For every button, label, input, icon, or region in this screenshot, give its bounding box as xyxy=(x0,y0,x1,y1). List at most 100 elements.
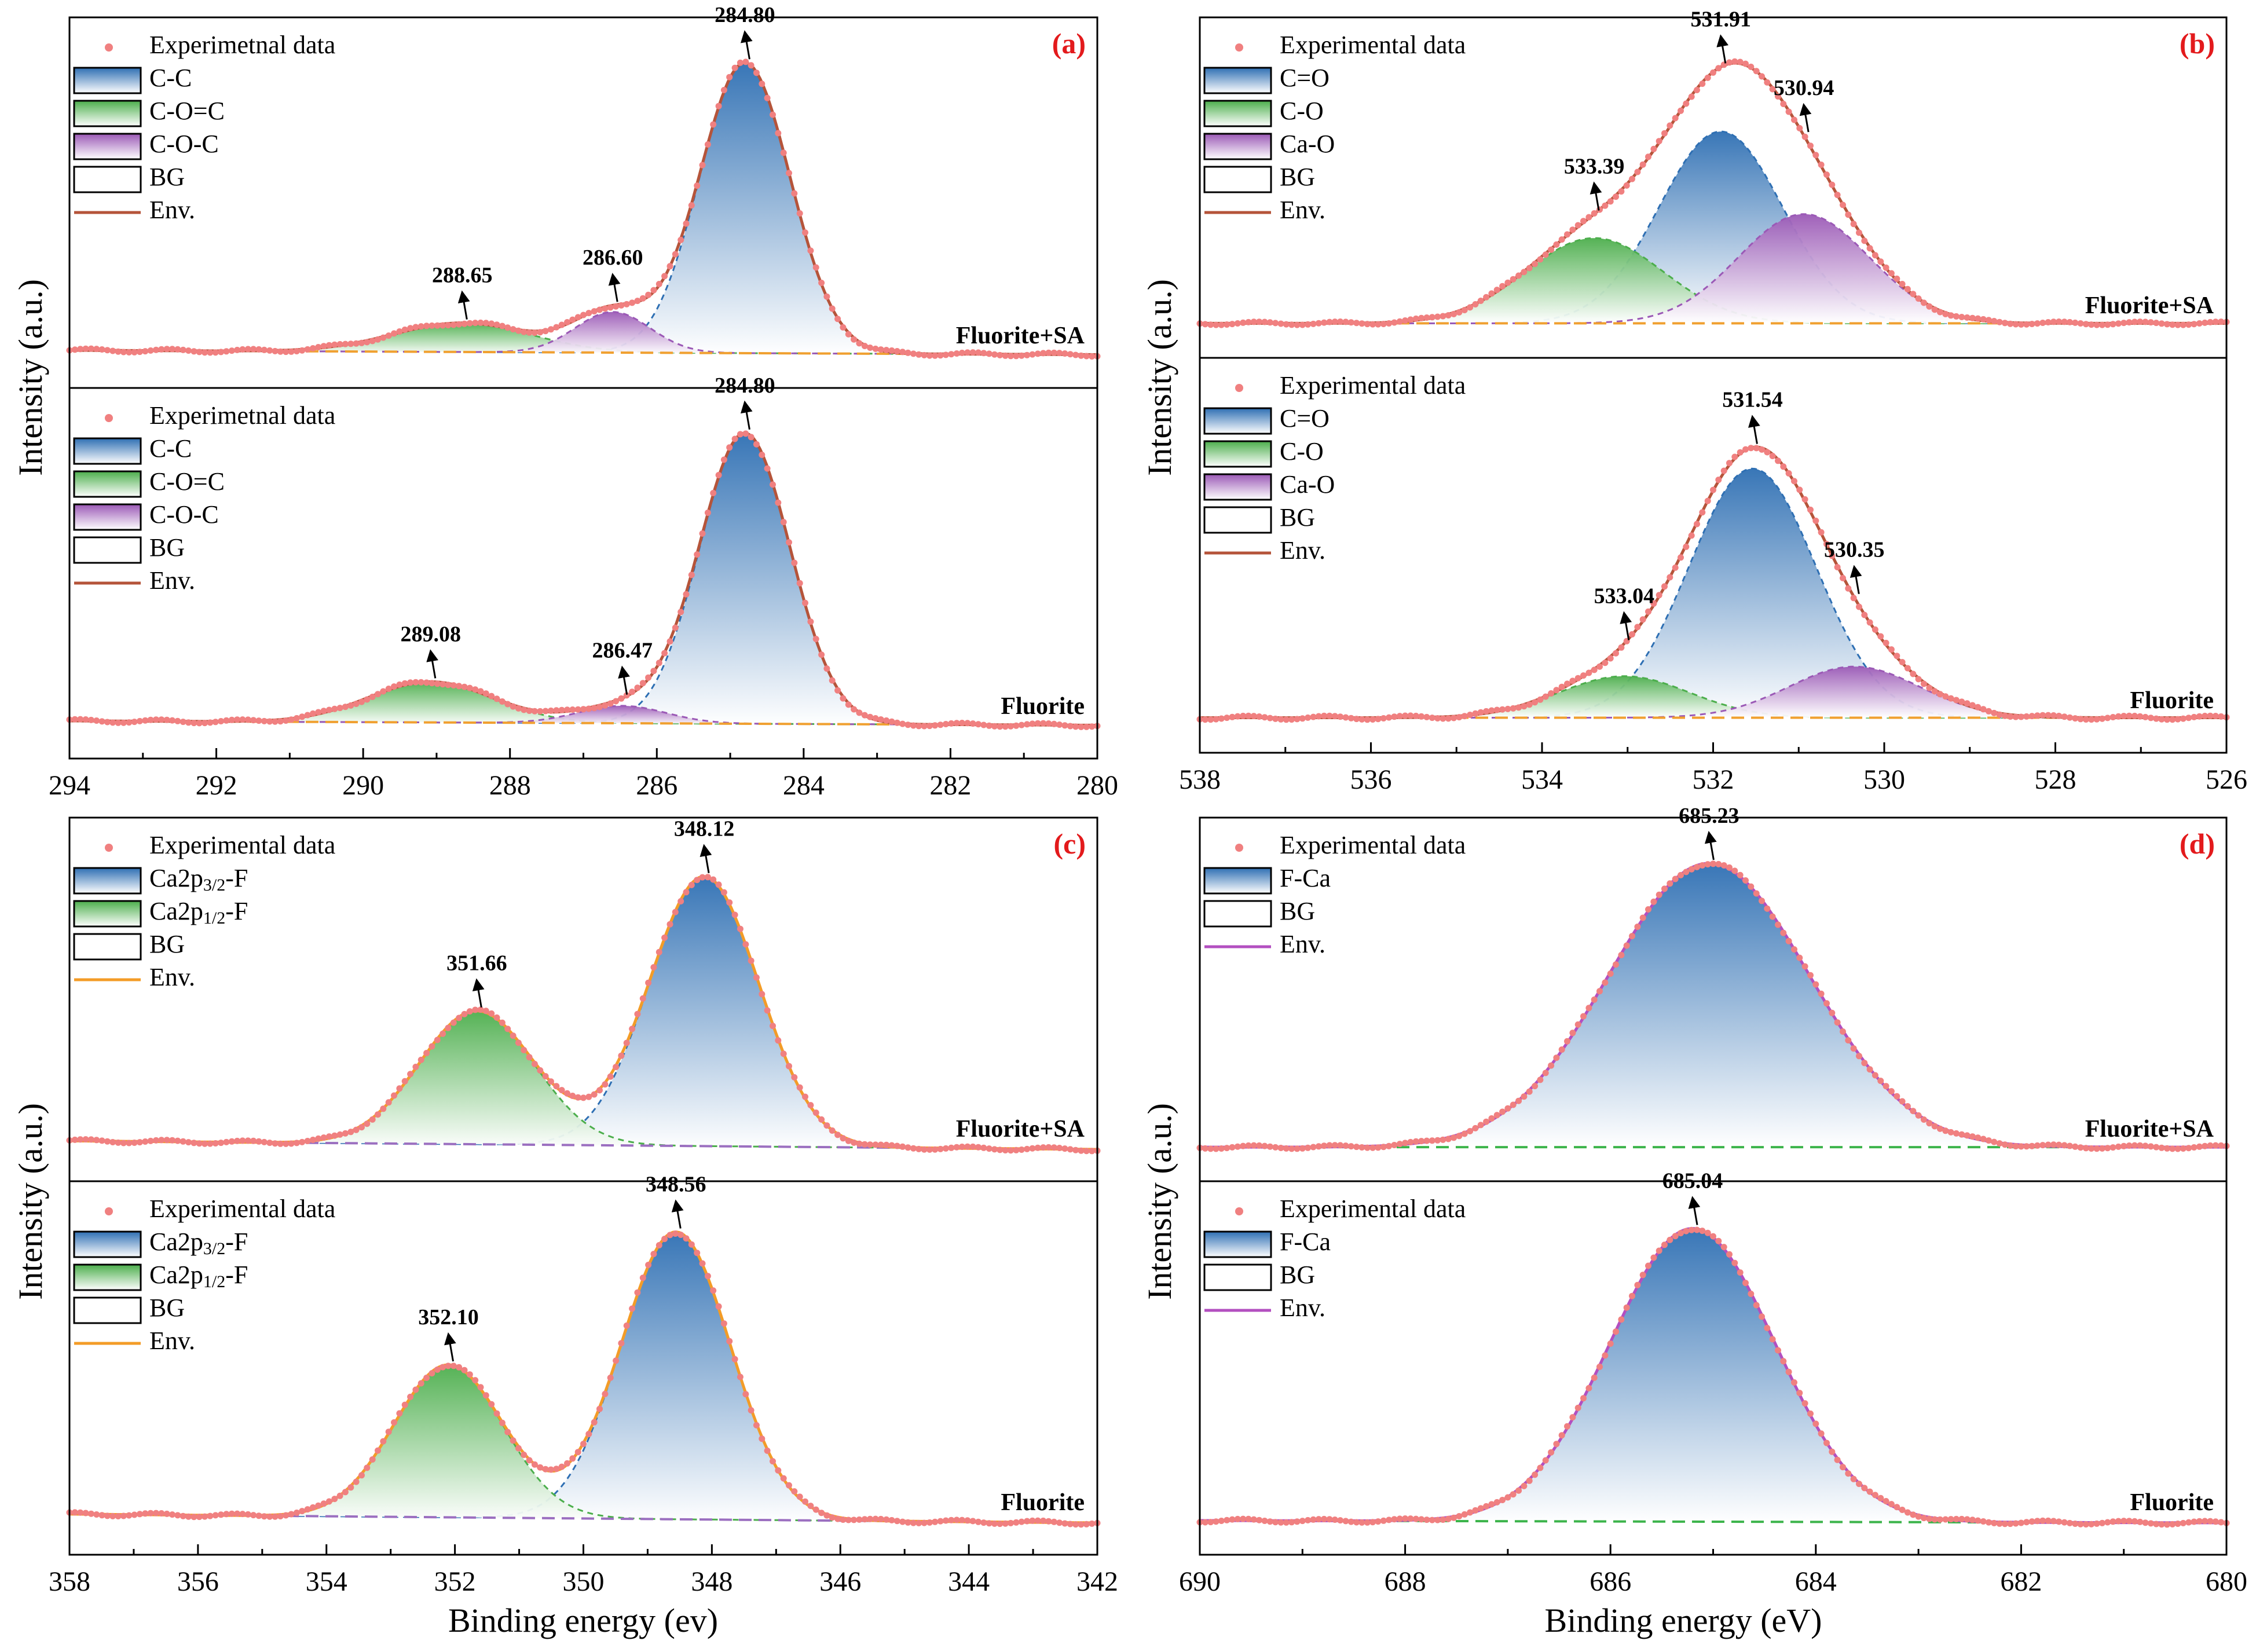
data-point xyxy=(807,1102,814,1109)
data-point xyxy=(1018,352,1025,359)
data-point xyxy=(1645,153,1651,160)
data-point xyxy=(1607,970,1614,977)
data-point xyxy=(2174,1521,2181,1527)
data-point xyxy=(2126,712,2133,719)
data-point xyxy=(1834,192,1841,199)
data-point xyxy=(1515,272,1522,279)
data-point xyxy=(1877,1495,1884,1501)
data-point xyxy=(71,1509,78,1516)
data-point xyxy=(250,1137,257,1144)
data-point xyxy=(1823,1000,1830,1007)
data-point xyxy=(953,720,960,727)
data-point xyxy=(493,695,500,702)
data-point xyxy=(1089,723,1096,730)
legend-item: C-O=C xyxy=(73,467,225,498)
data-point xyxy=(888,718,895,725)
data-point xyxy=(737,59,744,66)
data-point xyxy=(1796,1390,1803,1397)
data-point xyxy=(688,1241,695,1248)
data-point xyxy=(1629,933,1635,940)
legend-label: Ca2p1/2-F xyxy=(149,897,248,928)
data-point xyxy=(353,340,360,347)
legend-item: Experimental data xyxy=(105,1195,335,1223)
data-point xyxy=(239,1137,246,1144)
data-point xyxy=(1639,1272,1646,1279)
data-point xyxy=(737,1373,744,1380)
sample-label: Fluorite xyxy=(2130,1489,2214,1516)
sample-label: Fluorite xyxy=(2130,687,2214,714)
y-axis-label-c: Intensity (a.u.) xyxy=(12,1103,49,1300)
y-axis-label-d: Intensity (a.u.) xyxy=(1141,1103,1178,1300)
data-point xyxy=(1402,317,1409,324)
data-point xyxy=(272,1513,279,1520)
data-point xyxy=(1845,1037,1852,1044)
data-point xyxy=(2001,320,2008,327)
data-point xyxy=(845,701,852,708)
data-point xyxy=(1369,321,1376,328)
data-point xyxy=(1224,715,1230,721)
data-point xyxy=(1369,716,1376,723)
data-point xyxy=(2082,1145,2089,1152)
data-point xyxy=(445,1362,452,1369)
data-point xyxy=(958,1517,965,1523)
data-point xyxy=(629,1025,636,1032)
data-point xyxy=(1472,1124,1479,1131)
data-point xyxy=(1537,256,1544,263)
data-point xyxy=(1807,972,1814,979)
data-point xyxy=(613,1357,620,1364)
data-point xyxy=(1915,676,1922,683)
data-point xyxy=(2093,321,2100,328)
data-point xyxy=(1045,1144,1052,1151)
data-point xyxy=(2082,321,2089,328)
data-point xyxy=(1315,713,1322,720)
data-point xyxy=(948,1144,955,1151)
data-point xyxy=(677,898,684,904)
data-point xyxy=(1407,1515,1414,1522)
data-point xyxy=(596,306,603,313)
legend-label: Ca2p1/2-F xyxy=(149,1261,248,1291)
data-point xyxy=(1072,1521,1079,1528)
data-point xyxy=(521,1047,528,1053)
data-point xyxy=(1634,624,1641,631)
data-point xyxy=(829,1514,836,1521)
data-point xyxy=(645,674,652,681)
data-point xyxy=(504,1025,511,1032)
legend-label: C=O xyxy=(1280,404,1330,433)
data-point xyxy=(1931,306,1938,313)
data-point xyxy=(1013,722,1020,729)
data-point xyxy=(1034,720,1041,727)
legend-marker xyxy=(73,900,142,928)
data-point xyxy=(694,877,701,884)
legend-item: Env. xyxy=(74,1327,195,1355)
data-point xyxy=(2017,1519,2024,1526)
data-point xyxy=(1034,1144,1041,1151)
peak-fill-co xyxy=(1200,468,2226,718)
data-point xyxy=(1029,1145,1036,1152)
data-point xyxy=(1326,712,1333,719)
data-point xyxy=(1342,1518,1349,1525)
data-point xyxy=(261,717,268,724)
data-point xyxy=(1602,1352,1609,1359)
data-point xyxy=(1553,1441,1560,1448)
data-point xyxy=(770,1458,776,1465)
data-point xyxy=(932,1518,939,1525)
data-point xyxy=(207,719,214,726)
data-point xyxy=(1607,655,1614,662)
data-point xyxy=(1796,954,1803,961)
data-point xyxy=(694,551,701,558)
data-point xyxy=(1045,1518,1052,1525)
data-point xyxy=(1861,1485,1868,1492)
peak-arrow xyxy=(1799,102,1812,133)
data-point xyxy=(1272,320,1279,327)
data-point xyxy=(2191,1518,2198,1525)
legend-item: C-O-C xyxy=(73,500,219,531)
data-point xyxy=(429,322,435,329)
data-point xyxy=(185,1139,192,1146)
data-point xyxy=(942,721,949,727)
data-point xyxy=(1515,704,1522,711)
data-point xyxy=(1488,1115,1495,1122)
legend-item: Experimetnal data xyxy=(105,31,335,59)
data-point xyxy=(975,1518,981,1525)
x-tick-label: 346 xyxy=(819,1566,861,1597)
